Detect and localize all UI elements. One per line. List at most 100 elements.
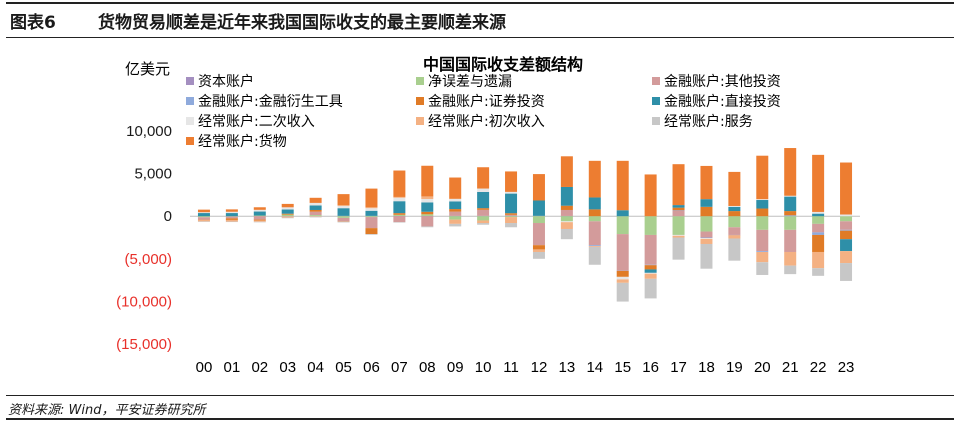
figure-label: 图表6 (10, 13, 56, 33)
bar-segment (477, 208, 490, 210)
bar-segment (784, 229, 797, 252)
bar-segment (393, 213, 406, 215)
bar-segment (644, 269, 657, 273)
bar-segment (532, 245, 545, 250)
bar-segment (505, 214, 518, 216)
bar-segment (672, 164, 685, 206)
legend-label: 经常账户:货物 (198, 133, 287, 150)
bar-segment (505, 216, 518, 218)
x-tick-label: 05 (335, 359, 352, 376)
x-tick-label: 09 (447, 359, 464, 376)
bar-segment (672, 216, 685, 235)
bar-segment (588, 197, 601, 210)
x-tick-label: 22 (810, 359, 827, 376)
bar-segment (616, 279, 629, 283)
bar-segment (449, 215, 462, 217)
bar-segment (672, 234, 685, 236)
footer-rule-bottom (6, 418, 954, 420)
bar-segment (812, 223, 825, 233)
bar-segment (393, 214, 406, 216)
bar-segment (840, 263, 853, 281)
bar-segment (756, 229, 769, 252)
bar-segment (309, 202, 322, 206)
bar-segment (365, 217, 378, 229)
x-tick-label: 16 (642, 359, 659, 376)
x-tick-label: 11 (503, 359, 519, 376)
bar-segment (365, 188, 378, 208)
bar-segment (560, 221, 573, 223)
bar-segment (225, 219, 238, 222)
y-tick-label: (15,000) (116, 336, 172, 353)
x-tick-label: 06 (363, 359, 380, 376)
bar-segment (784, 251, 797, 266)
bar-segment (784, 265, 797, 275)
bar-segment (393, 216, 406, 223)
bar-segment (560, 186, 573, 206)
bar-segment (784, 195, 797, 197)
bar-segment (477, 216, 490, 221)
legend-label: 经常账户:二次收入 (198, 113, 315, 130)
bar-segment (840, 229, 853, 231)
bar-segment (505, 171, 518, 192)
bar-segment (197, 220, 210, 222)
bar-segment (812, 234, 825, 252)
bar-segment (700, 231, 713, 238)
bar-segment (560, 209, 573, 216)
footer-rule-top (6, 395, 954, 396)
bar-segment (309, 209, 322, 212)
bar-segment (309, 216, 322, 218)
bar-segment (477, 209, 490, 216)
x-tick-label: 23 (838, 359, 855, 376)
bar-segment (700, 206, 713, 217)
bar-segment (197, 209, 210, 213)
legend-label: 金融账户:其他投资 (664, 73, 781, 90)
bar-segment (337, 217, 350, 222)
bar-segment (365, 228, 378, 235)
bar-segment (560, 156, 573, 187)
legend-label: 经常账户:服务 (664, 113, 753, 130)
bar-segment (225, 213, 238, 217)
bar-segment (477, 223, 490, 225)
bar-segment (532, 216, 545, 224)
bar-segment (532, 223, 545, 246)
bar-segment (616, 276, 629, 280)
bar-segment (840, 239, 853, 252)
bar-segment (728, 171, 741, 206)
bar-segment (393, 170, 406, 197)
bar-segment (560, 228, 573, 240)
bar-segment (253, 221, 266, 223)
bar-segment (840, 251, 853, 264)
bar-segment (644, 265, 657, 270)
bar-segment (337, 221, 350, 222)
bar-segment (449, 201, 462, 210)
bar-segment (253, 211, 266, 216)
bar-segment (672, 235, 685, 238)
legend-label: 资本账户 (198, 73, 254, 90)
bar-segment (700, 243, 713, 269)
bar-segment (728, 235, 741, 239)
legend-swatch (186, 77, 194, 85)
bar-segment (812, 154, 825, 212)
bar-segment (505, 223, 518, 228)
y-tick-label: (10,000) (116, 293, 172, 310)
x-tick-label: 04 (307, 359, 324, 376)
bar-segment (700, 237, 713, 239)
bar-segment (421, 202, 434, 212)
bar-segment (281, 214, 294, 217)
bar-segment (644, 174, 657, 217)
bar-segment (812, 251, 825, 269)
bar-segment (337, 205, 350, 207)
bar-segment (197, 213, 210, 217)
x-tick-label: 13 (559, 359, 576, 376)
bar-segment (756, 155, 769, 200)
x-tick-label: 17 (670, 359, 687, 376)
bar-segment (393, 196, 406, 198)
bar-segment (616, 282, 629, 302)
bar-segment (532, 215, 545, 217)
bar-segment (449, 223, 462, 227)
bar-segment (309, 205, 322, 210)
bar-segment (365, 207, 378, 209)
bar-segment (560, 222, 573, 229)
bar-segment (532, 200, 545, 216)
figure-title: 货物贸易顺差是近年来我国国际收支的最主要顺差来源 (98, 13, 506, 33)
